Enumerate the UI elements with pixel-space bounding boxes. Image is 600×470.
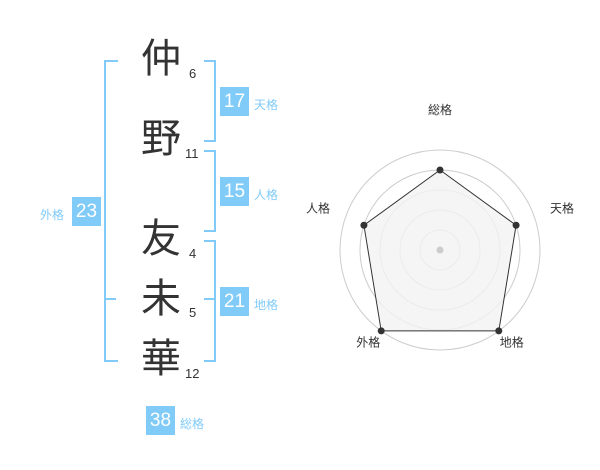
radar-axis-label: 天格: [550, 200, 574, 215]
stroke-count: 11: [185, 146, 199, 161]
radar-point: [495, 327, 503, 335]
soukaku-label: 総格: [180, 417, 205, 431]
radar-axis-label: 外格: [356, 335, 380, 350]
radar-point: [512, 221, 520, 229]
stroke-count: 6: [189, 66, 197, 81]
chikaku-value: 21: [220, 287, 249, 316]
name-char: 野: [141, 116, 181, 162]
jinkaku-label: 人格: [254, 188, 279, 202]
bracket-tick: [106, 298, 116, 300]
radar-axis-label: 人格: [306, 200, 330, 215]
radar-axis-label: 総格: [428, 102, 452, 117]
name-char: 華: [141, 336, 181, 382]
radar-point: [360, 221, 368, 229]
radar-center: [436, 246, 444, 254]
stroke-count: 5: [189, 305, 197, 320]
chikaku-bracket: [204, 240, 216, 362]
tenkaku-value: 17: [220, 87, 249, 116]
name-char: 仲: [141, 36, 181, 82]
chikaku-label: 地格: [254, 298, 279, 312]
tenkaku-bracket: [204, 60, 216, 142]
jinkaku-value: 15: [220, 177, 249, 206]
gaikaku-label: 外格: [40, 208, 65, 222]
gaikaku-bracket: [104, 60, 118, 362]
stroke-count: 4: [189, 246, 197, 261]
soukaku-value: 38: [146, 406, 175, 435]
name-char: 友: [141, 216, 181, 262]
tenkaku-label: 天格: [254, 98, 279, 112]
name-char: 未: [141, 276, 181, 322]
bracket-tick: [204, 298, 216, 300]
radar-point: [377, 327, 385, 335]
radar-point: [436, 166, 444, 174]
radar-axis-label: 地格: [500, 335, 524, 350]
jinkaku-bracket: [204, 150, 216, 232]
radar-grid-ring: [339, 149, 541, 351]
stroke-count: 12: [185, 366, 200, 381]
gaikaku-value: 23: [72, 197, 101, 226]
